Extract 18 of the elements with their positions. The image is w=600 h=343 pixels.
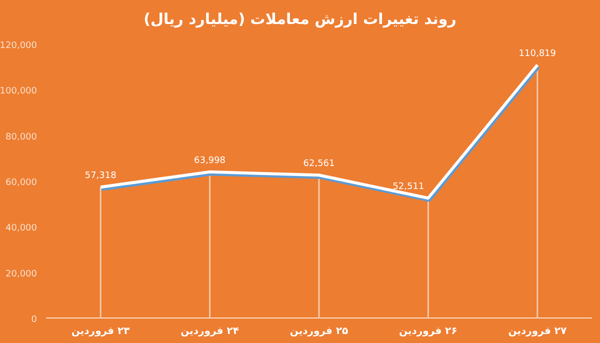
x-tick-label: ۲۵ فروردین: [290, 326, 348, 337]
x-tick-label: ۲۴ فروردین: [180, 326, 239, 337]
x-tick-label: ۲۳ فروردین: [71, 326, 130, 337]
data-label: 52,511: [392, 182, 424, 192]
y-tick-label: 20,000: [6, 269, 38, 280]
y-tick-label: 80,000: [6, 132, 38, 142]
y-tick-label: 60,000: [6, 178, 38, 188]
y-tick-label: 40,000: [6, 224, 38, 234]
y-tick-label: 100,000: [0, 86, 38, 97]
chart-title: روند تغییرات ارزش معاملات (میلیارد ریال): [144, 10, 456, 28]
x-tick-label: ۲۷ فروردین: [508, 326, 567, 337]
y-tick-label: 120,000: [0, 41, 38, 51]
y-tick-label: 0: [31, 315, 38, 325]
data-label: 62,561: [303, 159, 335, 170]
data-label: 57,318: [84, 171, 117, 182]
x-tick-label: ۲۶ فروردین: [399, 326, 458, 337]
data-label: 110,819: [518, 48, 556, 59]
data-label: 63,998: [194, 156, 226, 166]
